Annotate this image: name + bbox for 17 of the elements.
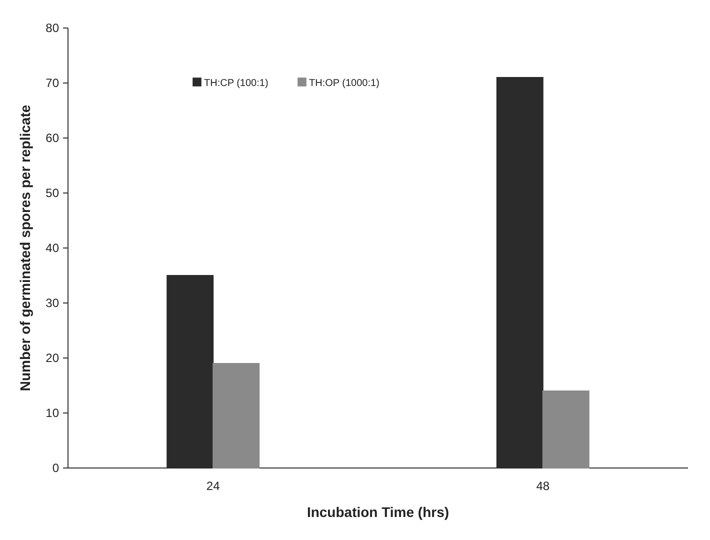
bar — [212, 363, 260, 468]
y-tick-label: 0 — [52, 461, 60, 476]
y-axis-title: Number of germinated spores per replicate — [17, 104, 33, 392]
y-tick-label: 50 — [46, 186, 60, 200]
legend-label: TH:CP (100:1) — [204, 78, 268, 89]
y-tick-label: 70 — [46, 76, 60, 90]
y-tick-label: 30 — [46, 296, 60, 310]
x-tick-label: 48 — [536, 479, 550, 493]
y-tick-label: 80 — [46, 21, 60, 36]
y-tick-label: 20 — [46, 351, 60, 366]
bar — [542, 390, 590, 468]
y-tick-label: 10 — [46, 406, 60, 420]
x-axis-title: Incubation Time (hrs) — [306, 504, 450, 520]
y-tick-label: 60 — [46, 131, 60, 146]
legend-label: TH:OP (1000:1) — [309, 78, 380, 89]
x-tick-label: 24 — [206, 479, 220, 493]
y-tick-label: 40 — [46, 241, 60, 256]
